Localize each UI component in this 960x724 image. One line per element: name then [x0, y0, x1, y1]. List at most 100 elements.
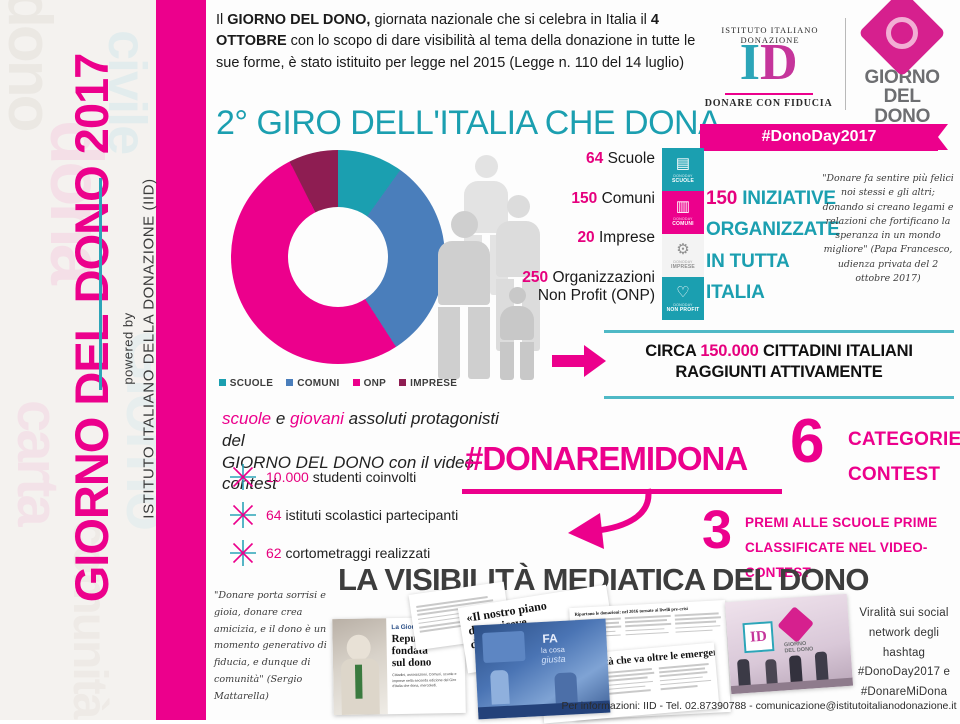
badge-imprese[interactable]: ⚙ DONODAY IMPRESE	[662, 234, 704, 277]
legend-item-onp: ONP	[352, 378, 387, 389]
teal-divider-bottom	[604, 396, 954, 399]
diamond-ring-icon	[858, 0, 946, 77]
intro-bold1: GIORNO DEL DONO,	[227, 12, 371, 28]
premi-line1: PREMI ALLE SCUOLE PRIME	[745, 515, 938, 530]
stat-label-1: Comuni	[601, 189, 655, 207]
iniziative-number: 150	[706, 188, 738, 209]
iid-logo: ISTITUTO ITALIANO DONAZIONE ID DONARE CO…	[700, 19, 837, 109]
intro-part3: con lo scopo di dare visibilità al tema …	[216, 33, 696, 71]
scuole-rest: assoluti protagonisti del	[222, 409, 499, 450]
chart-legend: SCUOLE COMUNI ONP IMPRESE	[218, 378, 458, 389]
categories-label: CATEGORIE CONTEST	[848, 422, 960, 492]
asterisk-star-icon	[228, 462, 258, 492]
stat-row-3: 250 Organizzazioni Non Profit (ONP)	[470, 269, 655, 306]
badge-top-label: DONODAY	[673, 302, 693, 307]
title-divider-rule	[99, 178, 102, 390]
iniziative-line2: ORGANIZZATE	[706, 219, 840, 241]
badge-name-label: IMPRESE	[671, 263, 695, 270]
scuole-giovani-line: scuole e giovani assoluti protagonisti d…	[222, 408, 522, 495]
bullet-text-2: 62 cortometraggi realizzati	[266, 545, 431, 561]
iid-arc-text: ISTITUTO ITALIANO DONAZIONE	[721, 25, 819, 45]
categories-count: 6	[790, 407, 825, 476]
legend-item-scuole: SCUOLE	[218, 378, 273, 389]
iid-tagline: DONARE CON FIDUCIA	[704, 98, 833, 109]
badge-name-label: COMUNI	[672, 220, 694, 227]
building-icon: ▥	[675, 197, 691, 215]
badge-name-label: NON PROFIT	[666, 306, 700, 313]
donut-ring	[231, 150, 445, 364]
bullet-item-1: 64 istituti scolastici partecipanti	[228, 496, 518, 534]
mattarella-quote: "Donare porta sorrisi e gioia, donare cr…	[214, 588, 334, 705]
ghost-word-6: comunità	[63, 520, 116, 718]
legend-item-imprese: IMPRESE	[399, 378, 457, 389]
categories-line1: CATEGORIE	[848, 429, 960, 450]
mattarella-quote-text: "Donare porta sorrisi e gioia, donare cr…	[214, 590, 327, 685]
gdd-logo-text: GIORNO DEL DONO	[854, 68, 950, 126]
circa-block: CIRCA 150.000 CITTADINI ITALIANI RAGGIUN…	[604, 341, 954, 384]
iid-monogram: ID	[700, 37, 837, 89]
badge-top-label: DONODAY	[673, 216, 693, 221]
iniziative-line3: IN TUTTA ITALIA	[706, 250, 789, 304]
badge-top-label: DONODAY	[673, 259, 693, 264]
clip1-headline3: sul dono	[391, 656, 432, 670]
iid-letter-d: D	[760, 34, 798, 91]
stat-row-1: 150 Comuni	[470, 190, 655, 209]
poster-title-text: GIORNO DEL DONO 2017	[65, 53, 118, 603]
bullet-text-0: 10.000 studenti coinvolti	[266, 469, 417, 485]
stat-number-3: 250	[522, 268, 549, 286]
premi-line2: CLASSIFICATE NEL VIDEO-CONTEST	[745, 539, 928, 580]
badge-comuni[interactable]: ▥ DONODAY COMUNI	[662, 191, 704, 234]
circa-post: CITTADINI ITALIANI	[758, 342, 913, 360]
iniziative-word: INIZIATIVE	[742, 188, 836, 209]
circa-number: 150.000	[700, 342, 759, 360]
papa-quote-attribution: (Papa Francesco, udienza privata del 2 o…	[837, 244, 953, 285]
badge-non-profit[interactable]: ♡ DONODAY NON PROFIT	[662, 277, 704, 320]
bullet-item-2: 62 cortometraggi realizzati	[228, 534, 518, 572]
gdd-line-1: GIORNO	[864, 66, 941, 88]
logo-divider	[845, 18, 847, 110]
donut-chart: SCUOLE COMUNI ONP IMPRESE	[218, 150, 458, 400]
stat-number-0: 64	[586, 150, 604, 167]
iid-rule	[724, 93, 813, 95]
section-heading-giro: 2° GIRO DELL'ITALIA CHE DONA	[216, 104, 721, 142]
powered-by-label: powered by	[120, 312, 136, 385]
giorno-del-dono-logo: GIORNO DEL DONO	[854, 0, 950, 126]
arrow-right-icon	[552, 345, 606, 377]
badge-name-label: SCUOLE	[671, 177, 695, 184]
stat-label-3: Organizzazioni	[552, 268, 655, 286]
giovani-word: giovani	[290, 409, 344, 428]
logo-block: ISTITUTO ITALIANO DONAZIONE ID DONARE CO…	[700, 0, 950, 151]
intro-part2: giornata nazionale che si celebra in Ita…	[370, 12, 651, 28]
donaremidona-hashtag: #DONAREMIDONA	[465, 440, 748, 477]
bullet-item-0: 10.000 studenti coinvolti	[228, 458, 518, 496]
book-icon: ▤	[675, 154, 691, 172]
legend-item-comuni: COMUNI	[286, 378, 339, 389]
bullet-list: 10.000 studenti coinvolti 64 istituti sco…	[228, 458, 518, 572]
scuole-mid: e	[271, 409, 291, 428]
clip1-body: Cittadini, associazioni, Comuni, scuole …	[392, 672, 457, 689]
mattarella-attribution: (Sergio Mattarella)	[214, 673, 303, 702]
intro-part1: Il	[216, 12, 228, 28]
badge-scuole[interactable]: ▤ DONODAY SCUOLE	[662, 148, 704, 191]
pink-accent-bar	[156, 0, 206, 720]
circa-pre: CIRCA	[645, 342, 701, 360]
ghost-word-5: Giorno	[113, 330, 156, 529]
intro-bold2: 4 OTTOBRE	[216, 12, 659, 50]
people-silhouettes	[438, 155, 568, 380]
hashtag-ribbon: #DonoDay2017	[700, 124, 948, 151]
asterisk-star-icon	[228, 538, 258, 568]
categories-line2: CONTEST	[848, 464, 941, 486]
viralita-text: Viralità sui social network degli hashta…	[857, 607, 951, 699]
organization-name: ISTITUTO ITALIANO DELLA DONAZIONE (IID)	[140, 178, 158, 519]
premi-count: 3	[702, 500, 733, 560]
stat-label-2: Imprese	[599, 229, 655, 247]
tv-text-fa: FA	[542, 631, 559, 646]
ghost-word-2: dona	[35, 120, 118, 281]
asterisk-star-icon	[228, 500, 258, 530]
category-badges: ▤ DONODAY SCUOLE ▥ DONODAY COMUNI ⚙ DONODAY IMPR…	[662, 148, 704, 320]
stat-number-1: 150	[571, 189, 598, 207]
gears-icon: ⚙	[676, 240, 690, 258]
papa-francesco-quote: "Donare fa sentire più felici noi stessi…	[822, 172, 954, 286]
tv-text-giusta: giusta	[541, 653, 566, 666]
